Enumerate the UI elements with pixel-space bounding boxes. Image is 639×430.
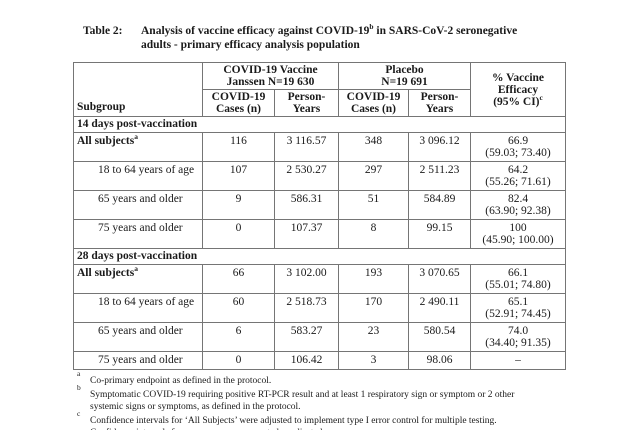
- col-header-vaccine-cases: COVID-19 Cases (n): [202, 89, 275, 117]
- cell-placebo-cases: 170: [338, 293, 409, 323]
- col-header-subgroup: Subgroup: [73, 62, 203, 117]
- table-row: 65 years and older 6 583.27 23 580.54 74…: [73, 322, 567, 352]
- cell-placebo-person-years: 2 511.23: [407, 161, 472, 191]
- cell-subgroup: 65 years and older: [73, 322, 203, 352]
- col-header-efficacy: % Vaccine Efficacy (95% CI)c: [470, 62, 567, 117]
- table-title: Table 2: Analysis of vaccine efficacy ag…: [83, 22, 567, 52]
- cell-vaccine-person-years: 586.31: [274, 190, 339, 220]
- col-group-vaccine: COVID-19 Vaccine Janssen N=19 630: [202, 62, 339, 90]
- cell-placebo-cases: 23: [338, 322, 409, 352]
- cell-placebo-person-years: 99.15: [407, 219, 472, 249]
- cell-vaccine-person-years: 583.27: [274, 322, 339, 352]
- cell-efficacy: 100 (45.90; 100.00): [470, 219, 567, 249]
- cell-placebo-person-years: 98.06: [407, 351, 472, 370]
- cell-vaccine-cases: 0: [202, 219, 275, 249]
- footnote-ref-a: a: [134, 264, 138, 274]
- table-row: 18 to 64 years of age 60 2 518.73 170 2 …: [73, 293, 567, 323]
- footnotes: a Co-primary endpoint as defined in the …: [73, 370, 573, 430]
- footnote-text: Symptomatic COVID-19 requiring positive …: [90, 390, 515, 412]
- footnote-ref-a: a: [134, 132, 138, 142]
- cell-efficacy: –: [470, 351, 567, 370]
- cell-subgroup: 18 to 64 years of age: [73, 161, 203, 191]
- footnote-ref-b: b: [369, 22, 374, 32]
- cell-vaccine-person-years: 2 518.73: [274, 293, 339, 323]
- cell-subgroup: 75 years and older: [73, 219, 203, 249]
- cell-subgroup: 65 years and older: [73, 190, 203, 220]
- sub-header-row: COVID-19 Cases (n) Person- Years COVID-19 C…: [74, 89, 566, 117]
- cell-subgroup: All subjectsa: [73, 264, 203, 294]
- cell-placebo-person-years: 3 070.65: [407, 264, 472, 294]
- col-header-placebo-cases: COVID-19 Cases (n): [338, 89, 409, 117]
- cell-vaccine-person-years: 107.37: [274, 219, 339, 249]
- cell-vaccine-person-years: 3 102.00: [274, 264, 339, 294]
- cell-efficacy: 66.1 (55.01; 74.80): [470, 264, 567, 294]
- table-row: 75 years and older 0 107.37 8 99.15 100(…: [73, 219, 567, 249]
- cell-placebo-cases: 348: [338, 132, 409, 162]
- cell-subgroup: 75 years and older: [73, 351, 203, 370]
- efficacy-table: Subgroup COVID-19 Vaccine Janssen N=19 6…: [72, 62, 567, 370]
- cell-vaccine-cases: 6: [202, 322, 275, 352]
- cell-vaccine-cases: 107: [202, 161, 275, 191]
- cell-vaccine-cases: 0: [202, 351, 275, 370]
- cell-placebo-cases: 51: [338, 190, 409, 220]
- cell-efficacy: 65.1 (52.91; 74.45): [470, 293, 567, 323]
- table-title-line2: adults - primary efficacy analysis popul…: [141, 39, 360, 51]
- cell-placebo-cases: 3: [338, 351, 409, 370]
- col-group-placebo: Placebo N=19 691: [337, 62, 472, 90]
- cell-placebo-cases: 8: [338, 219, 409, 249]
- document-content: Table 2: Analysis of vaccine efficacy ag…: [72, 22, 567, 430]
- cell-vaccine-person-years: 3 116.57: [274, 132, 339, 162]
- cell-efficacy: 66.9 (59.03; 73.40): [470, 132, 567, 162]
- cell-vaccine-cases: 60: [202, 293, 275, 323]
- cell-vaccine-person-years: 2 530.27: [274, 161, 339, 191]
- table-row: All subjectsa 116 3 116.57 348 3 096.12 …: [73, 132, 567, 162]
- col-header-placebo-person-years: Person- Years: [407, 89, 472, 117]
- cell-efficacy: 74.0 (34.40; 91.35): [470, 322, 567, 352]
- table-row: All subjectsa 66 3 102.00 193 3 070.65 6…: [73, 264, 567, 294]
- cell-vaccine-cases: 9: [202, 190, 275, 220]
- col-header-vaccine-person-years: Person- Years: [274, 89, 339, 117]
- cell-placebo-person-years: 3 096.12: [407, 132, 472, 162]
- cell-subgroup: 18 to 64 years of age: [73, 293, 203, 323]
- section-header-row-14-days: 14 days post-vaccination: [72, 116, 567, 133]
- table-title-line1: Analysis of vaccine efficacy against COV…: [141, 22, 518, 37]
- footnote-b: b Symptomatic COVID-19 requiring positiv…: [73, 384, 573, 413]
- table-row: 65 years and older 9 586.31 51 584.89 82…: [73, 190, 567, 220]
- table-title-text: Analysis of vaccine efficacy against COV…: [141, 22, 567, 52]
- cell-efficacy: 82.4 (63.90; 92.38): [470, 190, 567, 220]
- cell-vaccine-cases: 66: [202, 264, 275, 294]
- table-row: 18 to 64 years of age 107 2 530.27 297 2…: [73, 161, 567, 191]
- footnote-ref-c: c: [539, 92, 543, 102]
- cell-placebo-person-years: 2 490.11: [407, 293, 472, 323]
- table-row: 75 years and older 0 106.42 3 98.06 –: [73, 351, 567, 370]
- cell-vaccine-person-years: 106.42: [274, 351, 339, 370]
- footnote-c: c Confidence intervals for ‘All Subjects…: [73, 410, 573, 430]
- cell-vaccine-cases: 116: [202, 132, 275, 162]
- cell-efficacy: 64.2 (55.26; 71.61): [470, 161, 567, 191]
- footnote-text: Confidence intervals for ‘All Subjects’ …: [90, 416, 497, 430]
- table-title-label: Table 2:: [83, 25, 123, 37]
- footnote-a: a Co-primary endpoint as defined in the …: [73, 370, 573, 387]
- cell-subgroup: All subjectsa: [73, 132, 203, 162]
- cell-placebo-cases: 297: [338, 161, 409, 191]
- cell-placebo-cases: 193: [338, 264, 409, 294]
- cell-placebo-person-years: 580.54: [407, 322, 472, 352]
- section-header-row-28-days: 28 days post-vaccination: [72, 248, 567, 265]
- cell-placebo-person-years: 584.89: [407, 190, 472, 220]
- group-header-row: Subgroup COVID-19 Vaccine Janssen N=19 6…: [73, 62, 567, 117]
- footnote-text: Co-primary endpoint as defined in the pr…: [90, 376, 272, 386]
